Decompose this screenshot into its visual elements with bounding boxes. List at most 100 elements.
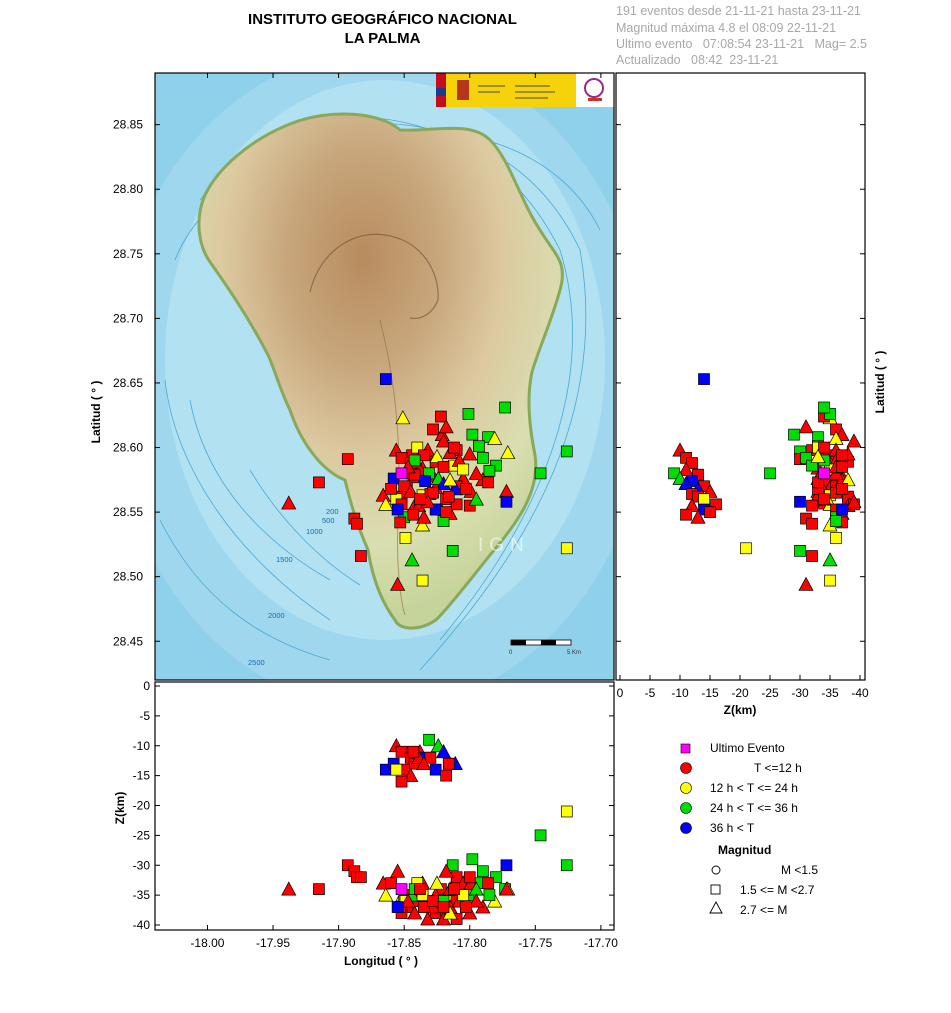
map-event-marker [560,445,573,458]
lat-depth-event-marker [836,449,848,462]
lat-tick-label: 28.70 [113,311,143,325]
map-event-marker [500,495,513,508]
map-event-marker [468,465,484,480]
contour-label-1000: 1000 [306,527,323,536]
lat-depth-event-marker [824,574,836,587]
lat-depth-event-marker [836,461,848,473]
map-event-marker [427,486,439,499]
lon-depth-event-marker [429,763,442,776]
lat-depth-event-marker [830,532,842,544]
legend-magnitude-small: M <1.5 [781,863,818,877]
lat-depth-event-marker [840,472,856,487]
lat-tick-label: 28.55 [113,505,143,519]
lon-depth-event-marker [466,853,479,866]
map-event-marker [416,509,432,524]
map-scale-bar: 0 5 Km [509,639,581,656]
lon-depth-event-marker [534,829,547,842]
legend-time-marker-24h [680,782,692,794]
depth-tick-label-bottom: -5 [139,709,150,723]
caldera-rim [309,233,439,320]
lat-tick-label: 28.75 [113,247,143,261]
lon-depth-event-marker [427,895,439,907]
legend-last-event-label: Ultimo Evento [710,741,785,755]
lat-depth-event-marker [680,508,692,521]
lon-depth-event-marker [313,883,325,896]
lon-tick-label: -17.85 [387,936,421,950]
legend-magnitude-medium: 1.5 <= M <2.7 [740,883,815,897]
map-event-marker [416,574,429,587]
lat-depth-event-marker [818,467,830,480]
lon-depth-event-marker [395,883,408,896]
lat-depth-event-marker [846,494,862,509]
map-event-marker [468,491,484,506]
lat-depth-event-marker [824,408,836,420]
map-event-marker [435,433,452,448]
map-event-marker [394,516,407,529]
map-event-marker [499,401,512,414]
legend-time-marker-12h [680,762,692,774]
lat-depth-event-marker [710,498,722,511]
map-event-marker [477,452,489,464]
depth-tick-label-right: -25 [761,686,779,700]
lon-depth-event-marker [457,889,470,901]
legend-time-marker-older [680,822,692,834]
map-event-marker [379,373,392,385]
island-shape [197,112,564,630]
lon-depth-event-marker [446,859,459,872]
map-event-marker [391,503,404,516]
legend: Ultimo Evento T <=12 h 12 h < T <= 24 h … [680,741,818,917]
map-event-marker [378,496,394,511]
lon-tick-label: -17.80 [453,936,487,950]
lon-depth-event-marker [417,901,430,913]
lon-depth-event-marker [378,887,394,902]
map-event-marker [442,472,458,487]
lat-axis-title: Latitud ( ° ) [89,381,103,444]
lon-depth-event-marker [355,871,367,884]
lon-depth-event-marker [468,893,484,908]
depth-tick-label-right: -10 [671,686,689,700]
map-event-marker [435,410,447,423]
lat-depth-event-marker [818,493,830,506]
bathymetry-contour [249,469,361,586]
lon-depth-event-marker [463,871,476,884]
lat-tick-label: 28.45 [113,634,143,648]
lat-depth-event-marker [818,401,830,414]
legend-time-label-24h: 12 h < T <= 24 h [710,781,798,795]
map-event-marker [411,441,424,454]
lat-depth-event-marker [678,475,694,491]
map-panel: 200 500 1000 1500 2000 2500 IGN 0 5 Km [155,73,614,680]
lon-depth-event-marker [391,901,404,913]
bathymetry-contour [189,399,331,581]
legend-last-event-marker [680,743,691,754]
axes: 28.85 28.80 28.75 28.70 28.65 28.60 28.55 28.50… [113,73,869,950]
lat-depth-event-marker [740,542,752,555]
lat-depth-event-marker [678,461,694,476]
lon-depth-event-marker [483,889,496,901]
legend-time-label-36h: 24 h < T <= 36 h [710,801,798,815]
lat-depth-event-marker [800,452,812,464]
lon-tick-label: -18.00 [190,936,224,950]
depth-tick-label-right: -5 [645,686,656,700]
depth-tick-label-bottom: 0 [143,679,150,693]
map-event-marker [408,468,421,481]
depth-tick-label-right: -40 [851,686,869,700]
map-event-marker [395,410,411,425]
lon-axis-title: Longitud ( ° ) [344,954,418,968]
lon-depth-panel [155,682,614,930]
lat-tick-label: 28.85 [113,118,143,132]
depth-tick-label-bottom: -15 [133,769,151,783]
lon-depth-event-marker [490,871,502,884]
lat-depth-event-marker [698,493,710,506]
bathymetry-contour [164,379,331,621]
scale-label-zero: 0 [509,650,513,656]
map-event-marker [466,428,479,441]
lat-depth-event-marker [794,495,806,508]
depth-tick-label-right: -15 [701,686,719,700]
lon-depth-event-marker [281,881,297,896]
map-event-marker [450,498,463,511]
lon-depth-event-marker [482,877,494,890]
legend-square-icon [710,884,721,895]
legend-circle-icon [711,865,721,875]
map-event-marker [429,448,445,463]
